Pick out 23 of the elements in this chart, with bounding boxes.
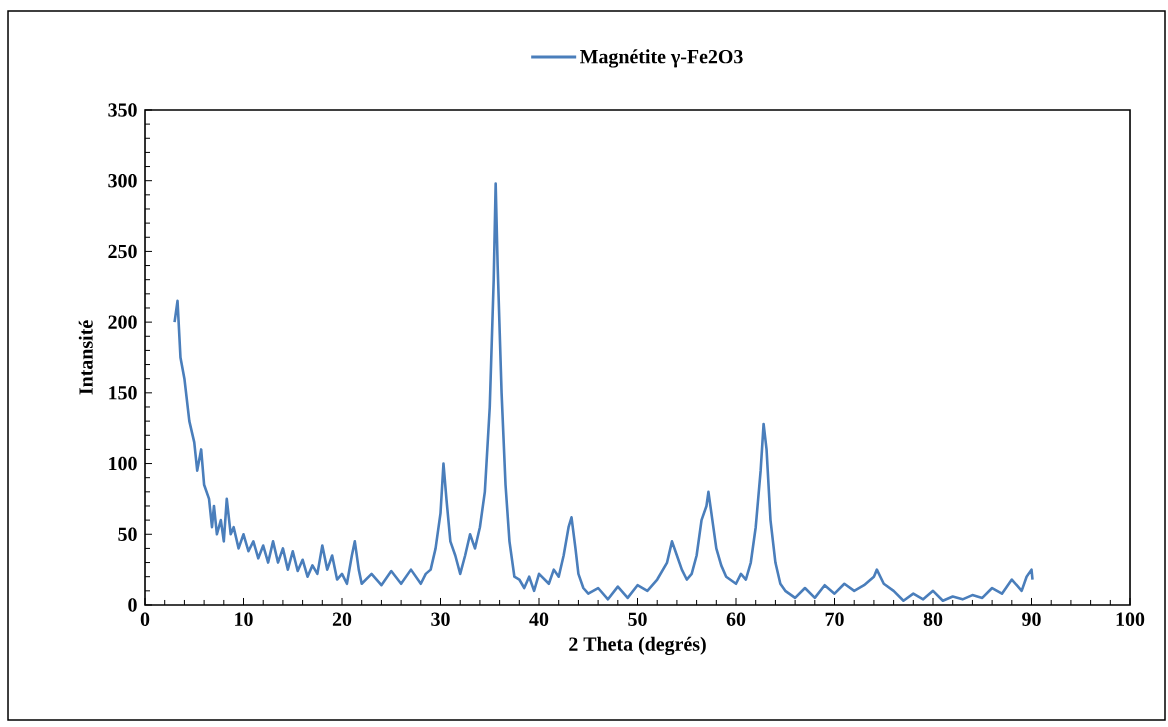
- x-tick-label: 60: [726, 612, 746, 626]
- line-series: [173, 182, 1034, 603]
- x-tick-label: 70: [825, 612, 844, 626]
- y-tick-label: 150: [109, 386, 137, 400]
- x-tick-label: 80: [923, 612, 943, 626]
- x-tick-label: 100: [1116, 612, 1145, 626]
- x-tick-label: 90: [1022, 612, 1041, 626]
- y-tick-label: 0: [128, 598, 137, 612]
- x-tick-label: 30: [431, 612, 450, 626]
- y-tick-label: 50: [118, 527, 137, 541]
- legend-label: Magnétite γ-Fe2O3: [580, 49, 743, 68]
- x-tick-label: 20: [332, 612, 352, 626]
- y-tick-label: 250: [108, 244, 137, 259]
- x-tick-label: 0: [140, 612, 150, 626]
- y-tick-label: 200: [108, 315, 137, 329]
- x-tick-label: 40: [529, 612, 549, 626]
- y-tick-label: 100: [109, 456, 137, 471]
- x-axis-title: 2 Theta (degrés): [569, 636, 706, 656]
- y-tick-label: 300: [108, 173, 137, 188]
- y-axis-title: Intansité: [78, 320, 93, 395]
- x-tick-label: 50: [628, 612, 647, 626]
- x-tick-label: 10: [235, 612, 253, 626]
- y-tick-label: 350: [108, 103, 137, 117]
